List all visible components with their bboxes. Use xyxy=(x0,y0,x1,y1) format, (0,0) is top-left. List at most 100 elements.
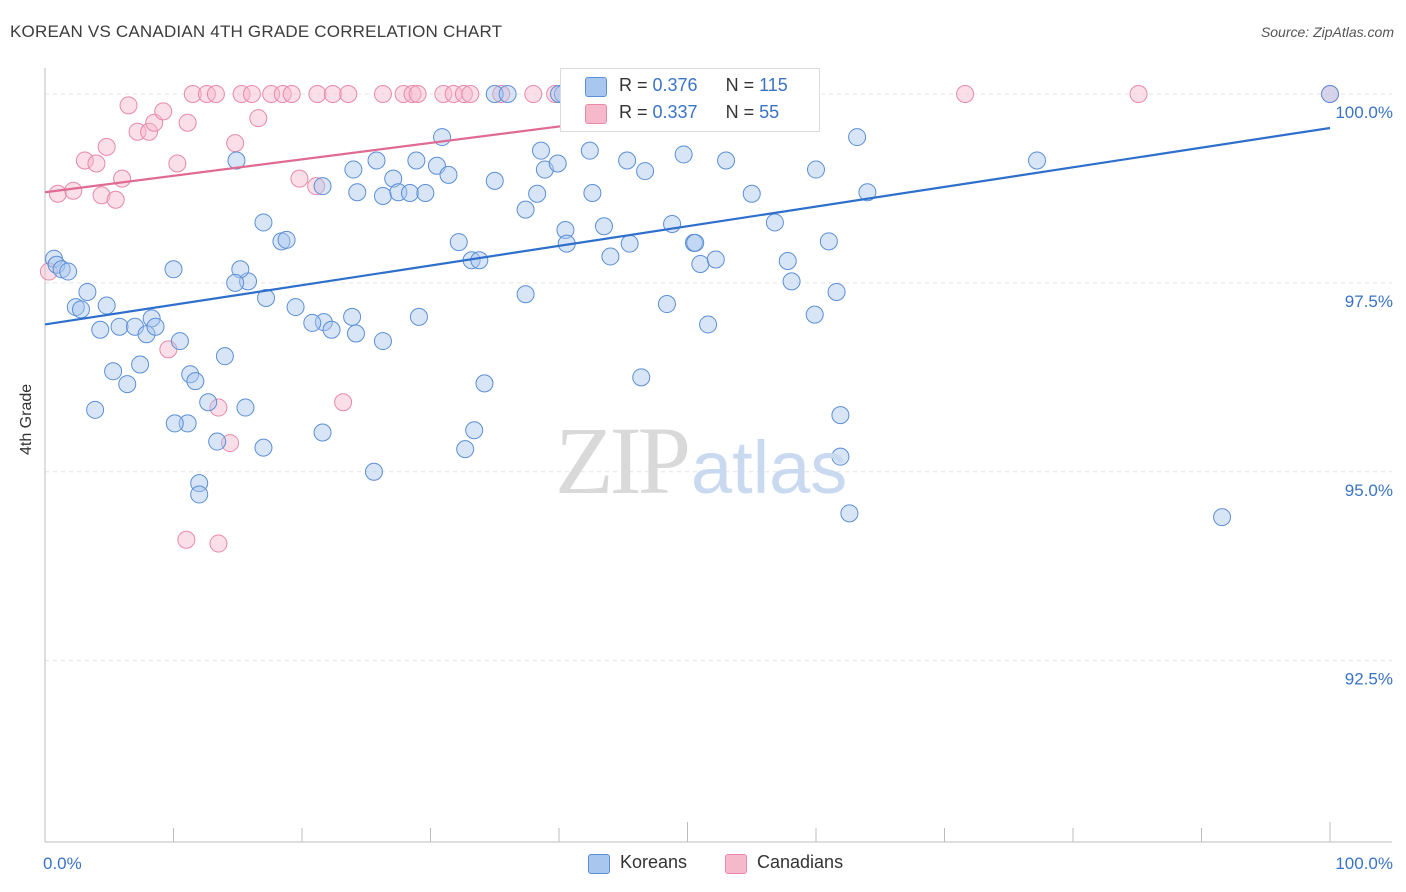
canadians-point xyxy=(119,96,138,115)
y-axis-label: 4th Grade xyxy=(18,383,35,455)
koreans-point xyxy=(348,183,367,202)
canadians-point xyxy=(308,85,327,103)
canadians-point xyxy=(113,169,132,188)
koreans-point xyxy=(449,233,468,252)
koreans-point xyxy=(227,151,246,170)
canadians-point xyxy=(209,534,228,553)
koreans-point xyxy=(532,141,551,160)
koreans-point xyxy=(674,145,693,164)
canadians-point xyxy=(97,137,116,156)
koreans-point xyxy=(548,154,567,173)
canadians-point xyxy=(492,85,511,103)
koreans-point xyxy=(516,285,535,304)
axes xyxy=(44,68,1392,843)
chart-title: KOREAN VS CANADIAN 4TH GRADE CORRELATION… xyxy=(10,22,503,41)
koreans-point xyxy=(59,262,78,281)
koreans-point xyxy=(344,160,363,179)
stats-legend: R = 0.376 N = 115 R = 0.337 N = 55 xyxy=(560,68,820,132)
koreans-point xyxy=(831,447,850,466)
koreans-point xyxy=(190,485,209,504)
koreans-point xyxy=(485,171,504,190)
koreans-point xyxy=(618,151,637,170)
koreans-point xyxy=(215,347,234,366)
source-label: Source: ZipAtlas.com xyxy=(1260,24,1394,40)
canadians-point xyxy=(106,190,125,209)
koreans-point xyxy=(858,183,877,202)
koreans-r-label: R = xyxy=(619,75,653,95)
koreans-n-value: 115 xyxy=(759,75,788,95)
grid-lines xyxy=(45,93,1392,662)
koreans-series xyxy=(44,85,1339,527)
canadians-point xyxy=(178,113,197,132)
koreans-point xyxy=(516,200,535,219)
canadians-swatch xyxy=(585,104,607,124)
canadians-point xyxy=(140,122,159,141)
canadians-r-value: 0.337 xyxy=(652,102,698,122)
koreans-point xyxy=(170,332,189,351)
canadians-point xyxy=(154,102,173,121)
x-tick-label-right: 100.0% xyxy=(1335,854,1393,873)
koreans-r-value: 0.376 xyxy=(652,75,698,95)
y-tick-label: 100.0% xyxy=(1335,103,1393,122)
koreans-point xyxy=(632,368,651,387)
koreans-point xyxy=(686,233,705,252)
y-tick-label: 97.5% xyxy=(1345,292,1393,311)
canadians-point xyxy=(307,177,326,196)
koreans-trend-line xyxy=(44,126,1331,326)
koreans-point xyxy=(208,432,227,451)
canadians-n-label: N = xyxy=(725,102,760,122)
canadians-point xyxy=(373,85,392,103)
koreans-point xyxy=(470,251,489,270)
koreans-point xyxy=(848,128,867,147)
canadians-point xyxy=(177,530,196,549)
koreans-point xyxy=(528,184,547,203)
y-tick-label: 92.5% xyxy=(1345,670,1393,689)
koreans-point xyxy=(384,169,403,188)
canadians-point xyxy=(249,109,268,128)
canadians-point xyxy=(92,186,111,205)
koreans-legend-swatch xyxy=(588,854,610,874)
canadians-point xyxy=(242,85,261,103)
canadians-series xyxy=(39,85,1339,553)
koreans-point xyxy=(475,374,494,393)
canadians-point xyxy=(75,151,94,170)
canadians-point xyxy=(403,85,422,103)
canadians-point xyxy=(524,85,543,103)
canadians-point xyxy=(1129,85,1148,103)
koreans-point xyxy=(742,184,761,203)
koreans-point xyxy=(165,414,184,433)
koreans-point xyxy=(343,307,362,326)
koreans-point xyxy=(257,289,276,307)
canadians-point xyxy=(226,134,245,153)
x-tick-label-left: 0.0% xyxy=(43,854,82,873)
koreans-point xyxy=(199,393,218,412)
koreans-point xyxy=(313,177,332,196)
koreans-point xyxy=(636,162,655,181)
canadians-point xyxy=(339,85,358,103)
koreans-point xyxy=(303,313,322,332)
x-tick-labels: 0.0% 100.0% xyxy=(43,854,1393,873)
watermark: ZIPatlas xyxy=(555,405,847,516)
koreans-point xyxy=(78,282,97,301)
canadians-point xyxy=(454,85,473,103)
koreans-point xyxy=(254,438,273,457)
koreans-point xyxy=(556,221,575,239)
koreans-point xyxy=(691,255,710,273)
koreans-point xyxy=(439,165,458,184)
koreans-point xyxy=(807,160,825,179)
koreans-point xyxy=(322,320,341,339)
koreans-point xyxy=(407,151,426,170)
koreans-point xyxy=(226,273,245,292)
koreans-point xyxy=(416,183,435,202)
koreans-point xyxy=(286,298,305,317)
watermark-atlas: atlas xyxy=(691,426,848,509)
koreans-point xyxy=(97,296,116,315)
koreans-point xyxy=(831,406,850,425)
koreans-point xyxy=(110,317,129,336)
koreans-point xyxy=(1028,151,1047,170)
canadians-point xyxy=(323,85,342,103)
canadians-legend-swatch xyxy=(725,854,747,874)
koreans-point xyxy=(164,260,183,279)
koreans-point xyxy=(131,355,150,374)
koreans-point xyxy=(465,421,484,440)
